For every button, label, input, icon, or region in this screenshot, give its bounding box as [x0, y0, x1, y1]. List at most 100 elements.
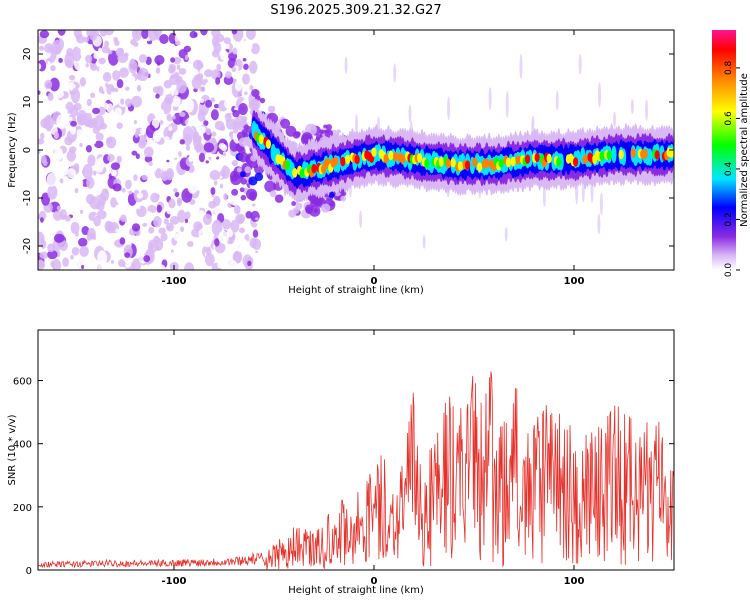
heatmap-blob: [145, 45, 157, 56]
heatmap-blob: [179, 226, 185, 233]
heatmap-blob: [233, 252, 239, 257]
heatmap-ridge-cell: [546, 153, 552, 164]
colorbar-ticks: 0.0 0.2 0.4 0.6 0.8: [724, 60, 740, 277]
snr-y-label: SNR (10 * v/v): [7, 414, 18, 485]
heatmap-blob: [101, 90, 105, 95]
heatmap-blob: [97, 250, 108, 266]
heatmap-blob: [67, 116, 73, 121]
heatmap-blob: [167, 242, 172, 249]
heatmap-blob: [148, 226, 155, 234]
colorbar-label: Normalized spectral amplitude: [739, 73, 750, 227]
heatmap-blob: [165, 65, 170, 69]
heatmap-blob: [38, 45, 45, 51]
heatmap-blob: [214, 238, 220, 247]
heatmap-blob: [192, 135, 202, 148]
heatmap-blob: [47, 243, 56, 253]
heatmap-blob: [179, 111, 186, 117]
heatmap-blob: [151, 118, 160, 129]
heatmap-blob: [170, 57, 176, 63]
colorbar-tick-label: 0.4: [724, 162, 734, 177]
heatmap-blob: [76, 129, 83, 138]
heatmap-blob: [97, 106, 106, 116]
heatmap-blob: [189, 248, 193, 254]
heatmap-streak: [422, 235, 426, 249]
heatmap-ridge-cell: [311, 163, 317, 174]
y-tick-label: 0: [26, 566, 32, 577]
heatmap-blob: [112, 183, 122, 192]
heatmap-blob: [188, 155, 194, 162]
heatmap-blob: [202, 117, 206, 121]
heatmap-blob: [77, 178, 84, 188]
heatmap-blob: [223, 141, 227, 145]
heatmap-ridge-cell: [642, 149, 648, 159]
heatmap-blob: [214, 162, 218, 168]
heatmap-blob: [141, 30, 149, 40]
heatmap-ridge-cell: [258, 134, 264, 144]
heatmap-blob: [227, 259, 238, 270]
heatmap-ridge-cell: [599, 151, 605, 161]
heatmap-blob: [214, 40, 219, 45]
heatmap-streak: [504, 227, 508, 242]
heatmap-blob: [240, 178, 247, 185]
heatmap-blob: [279, 118, 291, 129]
heatmap-blob: [144, 155, 153, 163]
heatmap-blob: [138, 67, 149, 81]
heatmap-blob: [148, 161, 153, 167]
heatmap-ridge-cell: [438, 157, 444, 167]
heatmap-blob: [124, 252, 131, 258]
heatmap-blob: [313, 208, 318, 213]
heatmap-blob: [174, 191, 180, 198]
heatmap-blob: [274, 194, 284, 203]
heatmap-blob: [86, 30, 92, 37]
heatmap-blob: [167, 130, 173, 138]
heatmap-ridge-cell: [299, 168, 305, 179]
heatmap-blob: [125, 179, 132, 190]
colorbar-tick-label: 0.6: [724, 111, 734, 126]
heatmap-blob: [247, 260, 252, 267]
heatmap-blob: [102, 71, 112, 82]
heatmap-blob: [76, 109, 88, 126]
heatmap-blob: [234, 80, 243, 92]
heatmap-blob: [57, 30, 66, 36]
heatmap-blob: [79, 222, 85, 228]
heatmap-blob: [235, 213, 246, 224]
heatmap-blob: [116, 79, 124, 89]
heatmap-blob: [248, 176, 258, 186]
heatmap-blob: [202, 213, 213, 225]
heatmap-blob: [252, 238, 262, 251]
heatmap-blob: [53, 132, 59, 140]
heatmap-blob: [231, 66, 237, 73]
heatmap-streak: [447, 96, 451, 121]
heatmap-blob: [39, 30, 50, 39]
heatmap-blob: [194, 209, 206, 220]
heatmap-blob: [140, 128, 144, 134]
heatmap-blob: [242, 73, 250, 85]
heatmap-blob: [87, 227, 96, 239]
heatmap-blob: [155, 266, 162, 270]
heatmap-blob: [142, 222, 148, 228]
heatmap-blob: [119, 237, 126, 245]
heatmap-blob: [340, 195, 347, 202]
heatmap-blob: [156, 204, 162, 213]
heatmap-streak: [542, 185, 546, 207]
heatmap-blob: [223, 252, 230, 257]
heatmap-blob: [152, 157, 156, 162]
heatmap-blob: [224, 98, 230, 109]
heatmap-blob: [231, 159, 238, 167]
heatmap-blob: [73, 30, 83, 39]
heatmap-blob: [239, 187, 245, 193]
heatmap-blob: [76, 41, 86, 49]
heatmap-blob: [171, 95, 181, 107]
heatmap-blob: [203, 120, 209, 126]
heatmap-blob: [80, 62, 87, 69]
heatmap-blob: [98, 57, 106, 65]
heatmap-blob: [53, 233, 65, 243]
heatmap-blob: [117, 195, 125, 206]
heatmap-blob: [136, 84, 142, 92]
heatmap-blob: [125, 98, 132, 108]
heatmap-blob: [70, 254, 74, 260]
heatmap-blob: [93, 52, 103, 60]
heatmap-ridge-cell: [371, 147, 377, 157]
heatmap-blob: [104, 40, 109, 48]
heatmap-blob: [135, 153, 140, 160]
